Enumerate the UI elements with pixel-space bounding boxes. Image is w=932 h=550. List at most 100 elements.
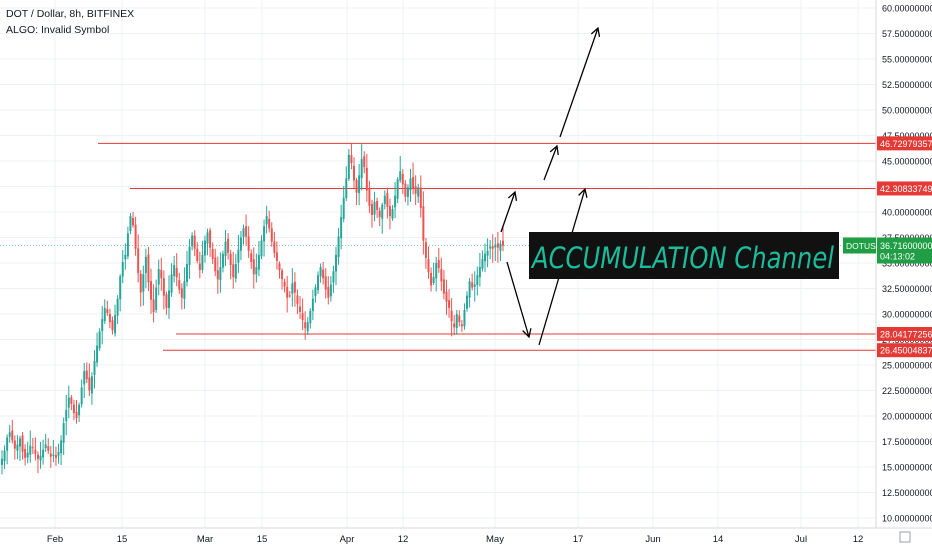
settings-icon[interactable] [899, 531, 911, 543]
candle [201, 240, 204, 274]
y-tick-label: 32.50000000 [882, 284, 932, 294]
candle [36, 451, 39, 474]
candle-body [160, 269, 163, 279]
candle-body [324, 276, 327, 290]
candle [75, 399, 78, 424]
candle-body [391, 208, 394, 219]
candle-body [173, 265, 176, 277]
candle [62, 417, 65, 455]
candle-body [54, 455, 57, 458]
arrow-line[interactable] [559, 27, 599, 138]
candle-body [121, 261, 124, 277]
candle-body [168, 290, 170, 309]
candle [335, 246, 337, 286]
candle-body [93, 360, 96, 376]
candle-body [275, 252, 278, 261]
candle [358, 163, 361, 206]
symbol-tag [843, 237, 876, 254]
candle-body [142, 274, 145, 292]
candle [478, 252, 481, 287]
y-tick-label: 15.00000000 [882, 463, 932, 473]
candle-body [496, 243, 499, 248]
candle-body [491, 246, 494, 249]
candle [121, 250, 124, 284]
candle-body [381, 204, 384, 219]
candle [299, 296, 302, 319]
candle [286, 275, 289, 313]
candle-body [268, 218, 271, 229]
candle-body [1, 458, 3, 465]
candle-body [481, 258, 484, 269]
candle-body [21, 435, 24, 452]
candle-body [178, 280, 181, 290]
candle [3, 445, 6, 470]
candle [90, 372, 93, 405]
candle [219, 252, 222, 293]
candle-body [342, 197, 345, 219]
x-tick-label: Mar [197, 534, 213, 545]
candle-body [260, 240, 263, 257]
candle [160, 257, 163, 291]
last-price-tag [877, 237, 932, 264]
candle-body [432, 277, 435, 283]
candle-body [36, 454, 39, 459]
candle-body [468, 281, 471, 298]
candle-body [72, 404, 75, 413]
candle [229, 249, 232, 280]
candle [268, 210, 271, 233]
candle-body [229, 253, 232, 266]
arrow-line[interactable] [500, 191, 516, 233]
candle [57, 443, 60, 464]
arrow-line[interactable] [543, 145, 558, 181]
candle [370, 199, 373, 228]
candle [209, 227, 212, 257]
candle [319, 263, 322, 283]
candle [491, 234, 494, 263]
candle-body [232, 264, 235, 278]
candle-body [183, 281, 186, 299]
candle [278, 261, 281, 279]
annotation-box[interactable] [529, 232, 839, 279]
y-tick-label: 17.50000000 [882, 437, 932, 447]
candle [368, 180, 371, 214]
candle-body [31, 447, 34, 449]
candle-body [502, 240, 504, 246]
candle-body [283, 281, 286, 287]
level-price-tag [877, 181, 932, 196]
candle [440, 257, 443, 291]
candle [211, 242, 214, 265]
candle-body [450, 310, 453, 322]
candle-body [170, 274, 173, 293]
x-tick-label: 15 [117, 534, 128, 545]
candle-body [340, 217, 343, 239]
price-axis[interactable] [876, 0, 932, 550]
candle [196, 242, 199, 264]
candle [360, 144, 363, 191]
candle [273, 231, 276, 258]
candle-body [270, 228, 273, 242]
candle [70, 394, 73, 411]
candle [270, 222, 273, 247]
annotation-text: ACCUMULATION Channel [530, 241, 834, 275]
candle [18, 435, 21, 462]
candle-body [412, 177, 415, 189]
candle-body [301, 313, 304, 321]
candle [291, 268, 294, 307]
candle-body [350, 155, 353, 164]
candle [47, 438, 50, 454]
candle [365, 153, 368, 202]
candle [26, 441, 29, 464]
candle [345, 166, 348, 201]
candle [486, 238, 489, 268]
candle [494, 237, 497, 262]
candle-body [478, 267, 481, 278]
candle-body [396, 179, 399, 199]
algo-status: ALGO: Invalid Symbol [6, 24, 110, 36]
candle-body [278, 263, 281, 271]
y-tick-label: 25.00000000 [882, 361, 932, 371]
symbol-title[interactable]: DOT / Dollar, 8h, BITFINEX [6, 8, 135, 20]
candle [252, 247, 255, 289]
arrow-line[interactable] [506, 261, 530, 338]
candle-body [132, 217, 135, 226]
